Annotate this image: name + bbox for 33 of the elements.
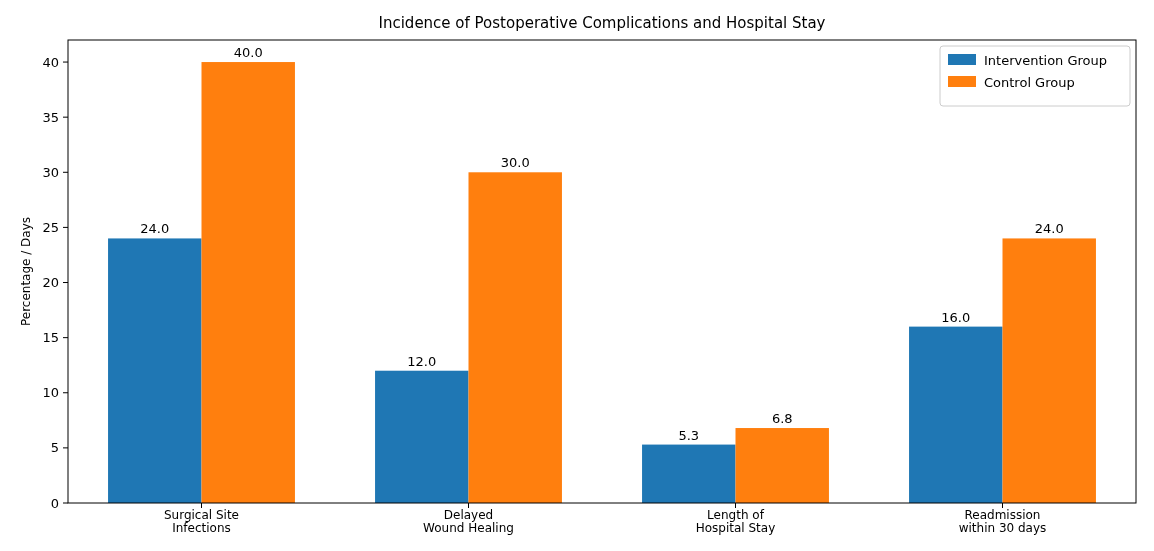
bar <box>735 428 829 503</box>
y-tick-label: 40 <box>42 54 59 70</box>
y-tick-label: 15 <box>42 330 59 346</box>
legend-label: Control Group <box>984 74 1075 90</box>
data-label: 40.0 <box>233 45 263 61</box>
data-label: 24.0 <box>1034 221 1064 237</box>
x-tick-label: Surgical Site Infections <box>163 508 240 535</box>
y-tick-label: 25 <box>42 219 59 235</box>
bar <box>468 172 562 503</box>
x-tick-label: Delayed Wound Healing <box>423 508 514 535</box>
y-tick-label: 5 <box>50 440 59 456</box>
y-tick-label: 0 <box>50 495 59 511</box>
y-tick-label: 20 <box>42 275 59 291</box>
legend-label: Intervention Group <box>984 52 1108 68</box>
bar <box>642 444 736 503</box>
bar <box>1002 238 1096 503</box>
data-label: 6.8 <box>771 411 793 427</box>
data-label: 12.0 <box>407 353 437 369</box>
x-tick-label: Length of Hospital Stay <box>695 508 776 535</box>
data-label: 16.0 <box>941 309 971 325</box>
y-tick-label: 30 <box>42 164 59 180</box>
bar <box>201 62 295 503</box>
bar <box>108 238 202 503</box>
x-tick-label: Readmission within 30 days <box>958 508 1047 535</box>
y-axis-title: Percentage / Days <box>19 216 33 327</box>
bar <box>375 370 469 503</box>
bar <box>909 326 1003 503</box>
y-tick-label: 10 <box>42 385 59 401</box>
data-label: 24.0 <box>140 221 170 237</box>
y-tick-label: 35 <box>42 109 59 125</box>
data-label: 5.3 <box>678 427 700 443</box>
chart-title: Incidence of Postoperative Complications and Hospital Stay <box>378 14 826 32</box>
data-label: 30.0 <box>500 155 530 171</box>
